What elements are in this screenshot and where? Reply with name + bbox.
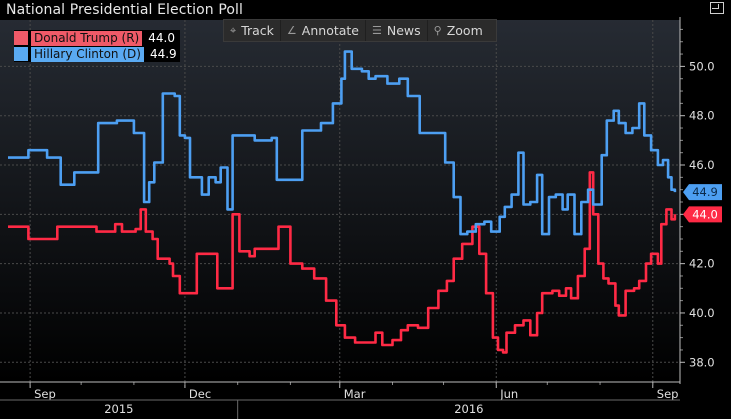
track-button[interactable]: ⌖ Track	[224, 20, 280, 41]
clinton-line	[8, 50, 677, 236]
last-value-label: 44.0	[692, 207, 718, 221]
pencil-icon: ∠	[286, 24, 297, 37]
legend: Donald Trump (R) 44.0 Hillary Clinton (D…	[14, 30, 180, 62]
clinton-swatch	[14, 47, 28, 61]
legend-value-clinton: 44.9	[149, 47, 177, 61]
chart-title: National Presidential Election Poll	[6, 2, 244, 18]
annotate-label: Annotate	[301, 23, 359, 38]
y-tick-label: 50.0	[689, 59, 715, 73]
trump-swatch	[14, 31, 28, 45]
news-icon: ☰	[372, 24, 382, 37]
x-tick-label: Mar	[344, 387, 366, 401]
y-tick-label: 46.0	[689, 158, 715, 172]
magnifier-icon: ⚲	[433, 24, 442, 37]
legend-name-trump: Donald Trump (R)	[31, 30, 143, 46]
last-value-tag	[683, 184, 722, 201]
news-label: News	[386, 23, 421, 38]
track-label: Track	[241, 23, 274, 38]
last-value-label: 44.9	[692, 185, 718, 199]
legend-item-trump[interactable]: Donald Trump (R) 44.0	[14, 30, 180, 46]
chart-toolbar: ⌖ Track ∠ Annotate ☰ News ⚲ Zoom	[223, 19, 497, 42]
expand-icon[interactable]	[710, 2, 724, 14]
trump-line	[8, 171, 677, 354]
x-tick-label: Dec	[189, 387, 211, 401]
legend-item-clinton[interactable]: Hillary Clinton (D) 44.9	[14, 46, 180, 62]
news-button[interactable]: ☰ News	[365, 20, 427, 41]
annotate-button[interactable]: ∠ Annotate	[279, 20, 365, 41]
y-tick-label: 48.0	[689, 109, 715, 123]
x-tick-label: Jun	[499, 387, 518, 401]
last-value-tag	[683, 206, 722, 223]
y-tick-label: 42.0	[689, 257, 715, 271]
legend-name-clinton: Hillary Clinton (D)	[31, 46, 144, 62]
year-label: 2016	[454, 402, 483, 416]
zoom-button[interactable]: ⚲ Zoom	[426, 20, 489, 41]
y-tick-label: 40.0	[689, 306, 715, 320]
crosshair-icon: ⌖	[230, 23, 237, 37]
year-label: 2015	[104, 402, 133, 416]
y-tick-label: 38.0	[689, 355, 715, 369]
x-tick-label: Sep	[657, 387, 679, 401]
zoom-label: Zoom	[446, 23, 483, 38]
x-tick-label: Sep	[34, 387, 56, 401]
legend-value-trump: 44.0	[148, 31, 175, 45]
